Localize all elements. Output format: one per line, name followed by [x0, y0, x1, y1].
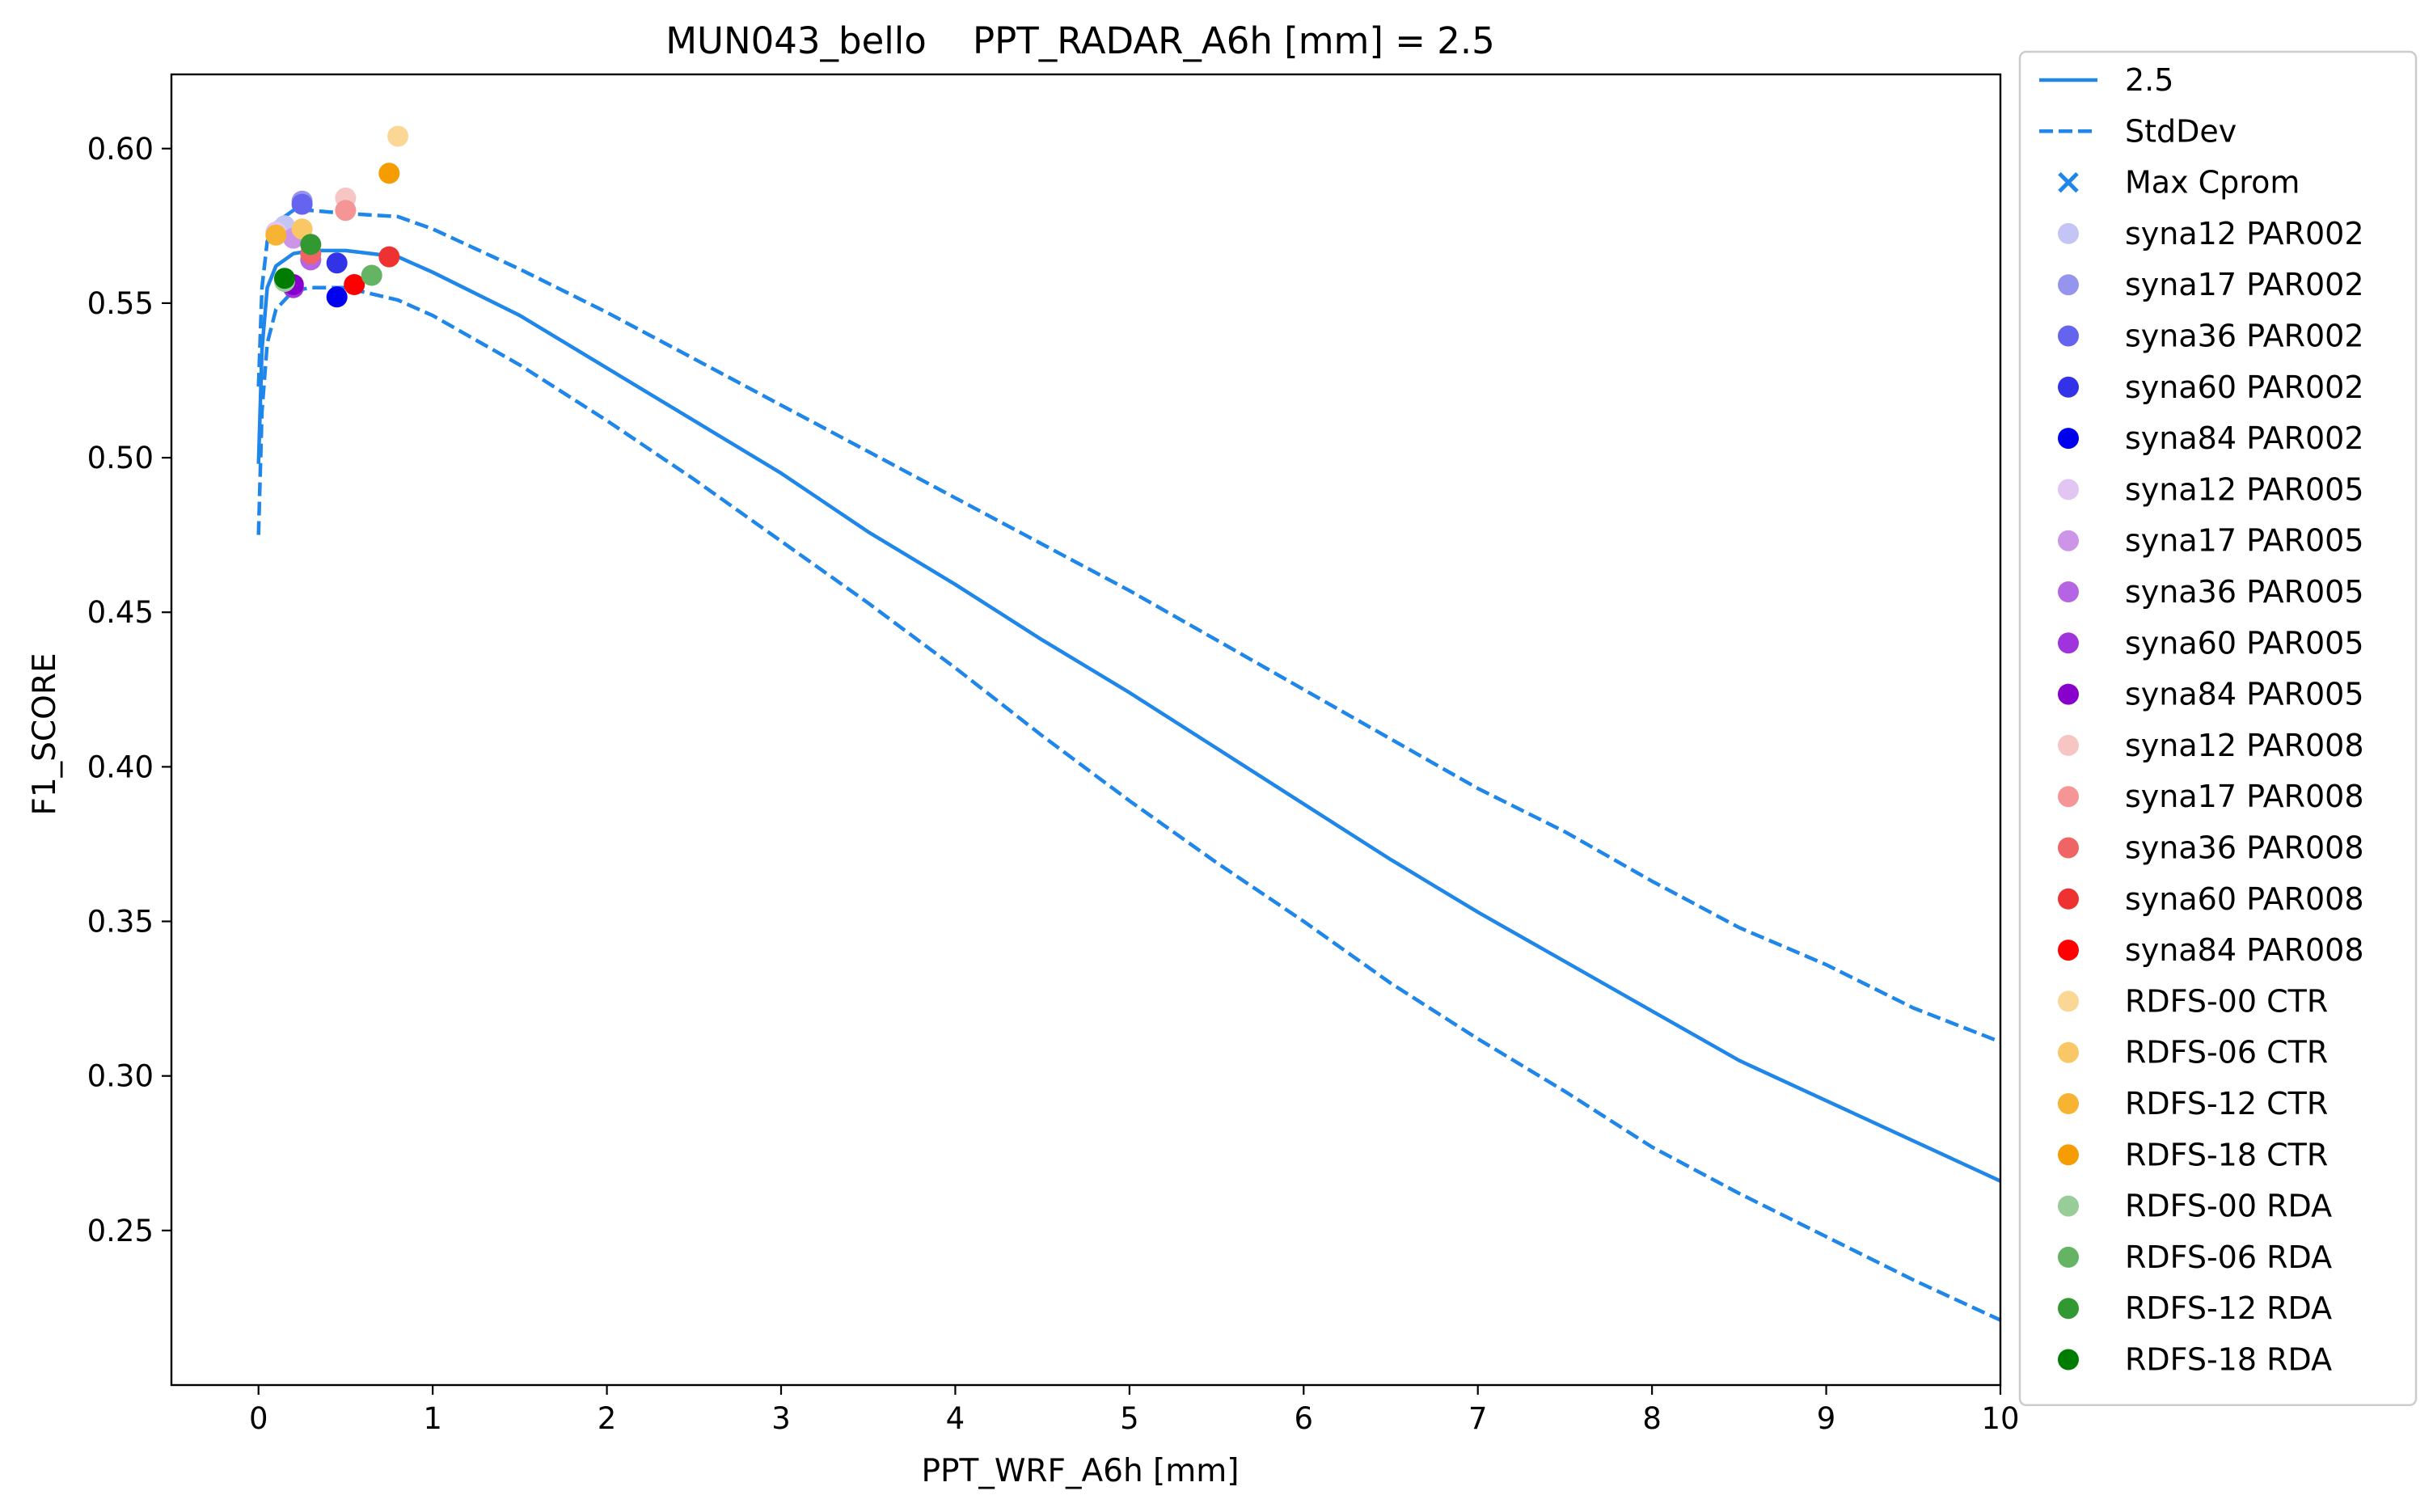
y-tick-label: 0.60 [87, 132, 154, 167]
legend-label-syna84-par008: syna84 PAR008 [2125, 932, 2364, 968]
y-tick-label: 0.35 [87, 905, 154, 940]
x-tick-label: 7 [1468, 1401, 1488, 1436]
y-tick-label: 0.40 [87, 750, 154, 784]
plot-frame [170, 73, 2002, 1387]
legend-marker-syna84-par005 [2058, 683, 2079, 705]
legend-label-rdfs-18-ctr: RDFS-18 CTR [2125, 1137, 2328, 1172]
scatter-point-syna84-par002 [326, 286, 348, 308]
legend-marker-rdfs-00-ctr [2058, 990, 2079, 1012]
legend-marker-syna17-par002 [2058, 274, 2079, 296]
stddev-line-2 [256, 285, 2001, 1322]
scatter-point-syna36-par002 [291, 193, 313, 215]
legend-label-stddev: StdDev [2125, 113, 2237, 149]
y-tick-label: 0.45 [87, 595, 154, 630]
legend-marker-syna84-par008 [2058, 940, 2079, 961]
legend-marker-rdfs-12-rda [2058, 1298, 2079, 1320]
y-axis-label: F1_SCORE [27, 653, 63, 815]
scatter-point-syna60-par008 [378, 246, 400, 268]
x-tick-label: 6 [1295, 1401, 1314, 1436]
x-tick-label: 1 [423, 1401, 442, 1436]
x-axis-ticks: 0 1 2 3 4 5 6 7 8 9 10 [249, 1385, 2020, 1436]
legend-marker-syna84-par002 [2058, 428, 2079, 450]
legend-marker-syna36-par008 [2058, 837, 2079, 859]
legend-label-max-cprom: Max Cprom [2125, 165, 2300, 201]
legend-marker-syna60-par005 [2058, 632, 2079, 654]
legend-label-syna12-par008: syna12 PAR008 [2125, 728, 2364, 763]
scatter-point-rdfs-12-rda [300, 234, 322, 256]
legend-label-syna17-par005: syna17 PAR005 [2125, 523, 2364, 559]
legend-label-syna36-par002: syna36 PAR002 [2125, 319, 2364, 354]
legend-label-syna12-par005: syna12 PAR005 [2125, 471, 2364, 507]
x-tick-label: 9 [1817, 1401, 1836, 1436]
legend-marker-syna12-par002 [2058, 222, 2079, 244]
legend-label-rdfs-06-rda: RDFS-06 RDA [2125, 1240, 2332, 1275]
legend-label-rdfs-18-rda: RDFS-18 RDA [2125, 1342, 2332, 1378]
x-tick-label: 3 [771, 1401, 791, 1436]
legend-label-syna84-par005: syna84 PAR005 [2125, 677, 2364, 712]
scatter-point-syna84-par008 [344, 274, 365, 295]
x-tick-label: 8 [1642, 1401, 1662, 1436]
stddev-line-1 [256, 208, 2001, 1044]
legend: 2.5 StdDev Max Cprom syna12 PAR002 syna17 PA… [2018, 50, 2418, 1407]
y-tick-label: 0.30 [87, 1059, 154, 1094]
mean-line-0 [256, 248, 2001, 1183]
scatter-point-rdfs-00-ctr [387, 125, 409, 147]
scatter-point-rdfs-18-rda [274, 268, 295, 289]
legend-label-2-5: 2.5 [2125, 62, 2173, 98]
y-tick-label: 0.50 [87, 441, 154, 475]
legend-marker-rdfs-06-rda [2058, 1246, 2079, 1268]
legend-marker-syna17-par005 [2058, 530, 2079, 551]
legend-box [2018, 50, 2418, 1407]
y-tick-label: 0.55 [87, 286, 154, 321]
legend-label-syna36-par005: syna36 PAR005 [2125, 574, 2364, 610]
legend-label-rdfs-12-rda: RDFS-12 RDA [2125, 1290, 2332, 1326]
legend-marker-syna60-par008 [2058, 888, 2079, 910]
legend-marker-rdfs-18-ctr [2058, 1144, 2079, 1166]
legend-label-rdfs-12-ctr: RDFS-12 CTR [2125, 1086, 2328, 1121]
scatter-point-syna17-par008 [335, 200, 357, 222]
legend-label-syna60-par008: syna60 PAR008 [2125, 881, 2364, 917]
x-tick-label: 0 [249, 1401, 268, 1436]
legend-label-syna36-par008: syna36 PAR008 [2125, 830, 2364, 866]
plot-area [256, 125, 2001, 1322]
x-axis-label: PPT_WRF_A6h [mm] [922, 1453, 1240, 1489]
legend-label-rdfs-00-ctr: RDFS-00 CTR [2125, 983, 2328, 1019]
legend-label-syna12-par002: syna12 PAR002 [2125, 216, 2364, 251]
scatter-point-syna60-par002 [326, 252, 348, 274]
legend-marker-syna12-par008 [2058, 734, 2079, 756]
scatter-point-rdfs-06-rda [361, 264, 382, 286]
y-axis-ticks: 0.25 0.30 0.35 0.40 0.45 0.50 0.55 0.60 [87, 132, 171, 1248]
legend-label-syna60-par005: syna60 PAR005 [2125, 625, 2364, 661]
legend-marker-rdfs-18-rda [2058, 1349, 2079, 1371]
y-tick-label: 0.25 [87, 1214, 154, 1248]
legend-label-rdfs-00-rda: RDFS-00 RDA [2125, 1189, 2332, 1224]
legend-marker-syna60-par002 [2058, 376, 2079, 398]
legend-marker-max-cprom [2058, 171, 2079, 193]
x-tick-label: 5 [1120, 1401, 1139, 1436]
legend-marker-rdfs-00-rda [2058, 1195, 2079, 1217]
scatter-point-rdfs-12-ctr [265, 224, 287, 246]
legend-label-syna17-par008: syna17 PAR008 [2125, 779, 2364, 814]
legend-marker-syna36-par005 [2058, 581, 2079, 602]
legend-marker-rdfs-12-ctr [2058, 1093, 2079, 1114]
legend-marker-rdfs-06-ctr [2058, 1041, 2079, 1063]
chart-title: MUN043_bello PPT_RADAR_A6h [mm] = 2.5 [665, 19, 1495, 62]
x-tick-label: 4 [946, 1401, 965, 1436]
legend-label-syna84-par002: syna84 PAR002 [2125, 420, 2364, 456]
legend-label-syna17-par002: syna17 PAR002 [2125, 267, 2364, 302]
scatter-point-rdfs-06-ctr [291, 218, 313, 240]
legend-marker-syna36-par002 [2058, 325, 2079, 347]
x-tick-label: 2 [598, 1401, 617, 1436]
x-tick-label: 10 [1981, 1401, 2019, 1436]
legend-label-syna60-par002: syna60 PAR002 [2125, 370, 2364, 405]
scatter-point-rdfs-18-ctr [378, 163, 400, 184]
legend-label-rdfs-06-ctr: RDFS-06 CTR [2125, 1035, 2328, 1071]
legend-marker-syna12-par005 [2058, 479, 2079, 500]
legend-marker-syna17-par008 [2058, 786, 2079, 808]
